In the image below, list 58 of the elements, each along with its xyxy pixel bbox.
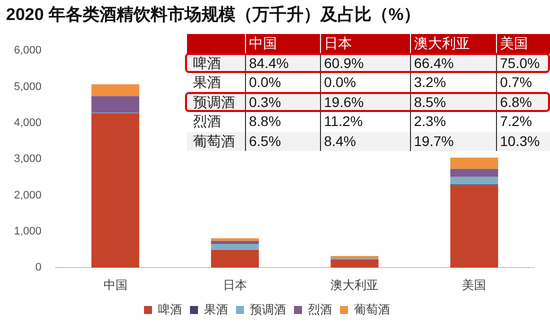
- category-label: 果酒: [193, 74, 221, 90]
- x-tick-label: 日本: [222, 278, 247, 292]
- annotation: 6.8%: [496, 92, 548, 112]
- annotation: 3.2%: [410, 73, 496, 92]
- y-tick-label: 5,000: [14, 80, 42, 93]
- bar: [91, 113, 140, 268]
- category-label: 预调酒: [193, 94, 235, 110]
- annotation: 8.8%: [245, 112, 320, 132]
- bar: [450, 168, 498, 177]
- x-tick-label: 美国: [462, 278, 486, 292]
- annotation: 66.4%: [410, 54, 496, 73]
- annotation: 2.3%: [410, 112, 496, 132]
- annotation: 84.4%: [245, 54, 320, 73]
- y-tick-label: 6,000: [14, 44, 42, 57]
- annotation: 0.0%: [320, 73, 410, 92]
- y-tick-label: 4,000: [14, 116, 42, 129]
- category-label: 日本: [320, 34, 410, 54]
- annotation: 0.3%: [245, 92, 320, 112]
- bar: [330, 260, 378, 268]
- annotation: 11.2%: [320, 112, 410, 132]
- annotation: 19.6%: [320, 92, 410, 112]
- bar: [91, 96, 140, 112]
- chart-title: 2020 年各类酒精饮料市场规模（万千升）及占比（%）: [6, 4, 421, 26]
- annotation: 0.0%: [245, 73, 320, 92]
- legend-label: 啤酒: [158, 302, 182, 316]
- annotation: 19.7%: [410, 132, 496, 151]
- x-tick-label: 澳大利亚: [330, 278, 379, 292]
- annotation: 8.5%: [410, 92, 496, 112]
- legend-label: 葡萄酒: [354, 302, 390, 316]
- category-label: 烈酒: [193, 113, 221, 129]
- bar: [211, 244, 259, 250]
- annotation: 60.9%: [320, 54, 410, 73]
- bar: [450, 176, 498, 184]
- bar: [450, 185, 498, 268]
- legend-label: 烈酒: [308, 302, 332, 316]
- bar: [211, 238, 259, 241]
- y-tick-label: 1,000: [14, 225, 42, 238]
- bar: [450, 158, 498, 169]
- category-label: 美国: [496, 34, 548, 54]
- annotation: 8.4%: [320, 132, 410, 151]
- y-tick-label: 0: [35, 262, 42, 274]
- annotation: 10.3%: [496, 132, 548, 151]
- legend-label: 果酒: [204, 302, 228, 316]
- category-label: 啤酒: [193, 54, 221, 70]
- bar: [211, 240, 259, 244]
- annotation: 75.0%: [496, 54, 548, 73]
- category-label: 葡萄酒: [193, 132, 235, 148]
- category-label: 中国: [245, 34, 320, 54]
- annotation: 0.7%: [496, 73, 548, 92]
- bar: [91, 84, 140, 96]
- x-tick-label: 中国: [103, 278, 128, 292]
- annotation: 6.5%: [245, 132, 320, 151]
- y-tick-label: 3,000: [14, 153, 42, 166]
- bar: [211, 250, 259, 268]
- legend-label: 预调酒: [250, 302, 286, 316]
- category-label: 澳大利亚: [410, 34, 496, 54]
- y-tick-label: 2,000: [14, 189, 42, 202]
- annotation: 7.2%: [496, 112, 548, 132]
